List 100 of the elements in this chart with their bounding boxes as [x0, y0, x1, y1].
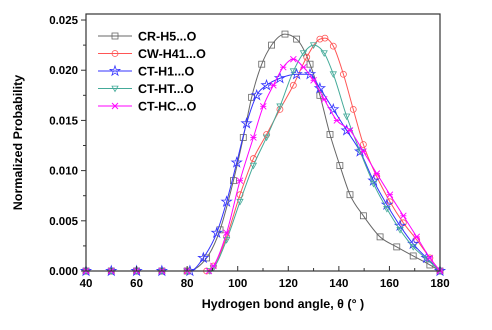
x-tick-label: 80: [180, 278, 194, 290]
point: [322, 34, 328, 42]
point: [328, 104, 339, 114]
point: [341, 124, 352, 136]
point: [393, 244, 400, 250]
point: [290, 82, 297, 89]
point: [223, 229, 230, 236]
point: [291, 68, 302, 79]
point: [373, 170, 380, 178]
point: [106, 265, 117, 276]
point: [184, 265, 196, 276]
point: [248, 94, 256, 101]
legend-label: CW-H41...O: [138, 47, 206, 61]
point: [293, 36, 300, 42]
legend-label: CR-H5...O: [138, 30, 197, 44]
point: [276, 104, 284, 110]
legend-label: CT-H1...O: [138, 64, 195, 78]
legend-label: CT-HC...O: [138, 100, 197, 114]
point: [250, 162, 257, 169]
point: [314, 82, 326, 93]
point: [198, 252, 209, 263]
y-tick-label: 0.025: [49, 15, 79, 28]
point: [241, 118, 252, 128]
point: [320, 96, 328, 103]
point: [280, 64, 287, 71]
point: [310, 42, 317, 49]
y-tick-label: 0.010: [49, 166, 78, 178]
y-tick-label: 0.015: [49, 115, 79, 128]
point: [330, 71, 337, 78]
point: [156, 265, 168, 276]
y-tick-label: 0.005: [49, 216, 79, 228]
point: [221, 196, 232, 206]
point: [336, 162, 344, 169]
point: [368, 175, 379, 186]
point: [354, 146, 366, 156]
point: [386, 191, 394, 198]
point: [304, 68, 316, 79]
point: [230, 177, 237, 184]
point: [223, 237, 230, 244]
x-tick-label: 160: [380, 278, 400, 290]
point: [236, 191, 244, 198]
point: [396, 227, 404, 234]
point: [236, 177, 244, 184]
legend-label: CT-HT...O: [138, 82, 194, 96]
point: [263, 134, 270, 141]
point: [360, 212, 367, 220]
point: [300, 64, 307, 71]
point: [376, 233, 384, 240]
x-tick-label: 60: [130, 278, 143, 290]
point: [211, 227, 222, 238]
point: [408, 238, 419, 248]
point: [333, 116, 340, 124]
point: [360, 141, 367, 148]
point: [434, 265, 446, 276]
point: [320, 50, 328, 57]
x-tick-label: 120: [278, 278, 298, 290]
point: [236, 198, 244, 206]
point: [290, 56, 297, 63]
point: [260, 102, 267, 110]
point: [413, 233, 420, 240]
point: [231, 157, 242, 168]
point: [384, 206, 390, 212]
x-tick-label: 140: [329, 278, 348, 290]
point: [258, 60, 266, 68]
point: [251, 90, 262, 100]
point: [80, 265, 92, 276]
point: [268, 42, 275, 49]
point: [274, 72, 286, 83]
point: [326, 131, 334, 138]
point: [316, 92, 324, 99]
point: [340, 70, 347, 78]
point: [210, 265, 217, 272]
x-tick-label: 100: [228, 278, 248, 290]
point: [306, 60, 314, 68]
point: [270, 82, 277, 89]
point: [370, 180, 377, 188]
y-tick-label: 0.000: [49, 266, 78, 278]
point: [300, 50, 307, 57]
point: [282, 30, 288, 38]
point: [276, 106, 284, 113]
point: [240, 134, 247, 141]
point: [394, 220, 406, 230]
x-axis-title: Hydrogen bond angle, θ (° ): [202, 297, 364, 311]
point: [350, 106, 357, 113]
point: [131, 265, 142, 276]
y-axis-title: Normalized Probability: [11, 74, 25, 210]
point: [330, 42, 337, 50]
x-tick-label: 180: [430, 278, 450, 290]
point: [410, 252, 417, 260]
point: [310, 76, 318, 84]
point: [303, 54, 310, 61]
point: [421, 252, 432, 263]
point: [250, 155, 257, 162]
point: [346, 191, 354, 198]
point: [263, 131, 270, 138]
point: [316, 36, 324, 42]
x-tick-label: 40: [80, 278, 92, 290]
point: [400, 212, 407, 220]
point: [261, 80, 272, 90]
point: [382, 199, 392, 210]
